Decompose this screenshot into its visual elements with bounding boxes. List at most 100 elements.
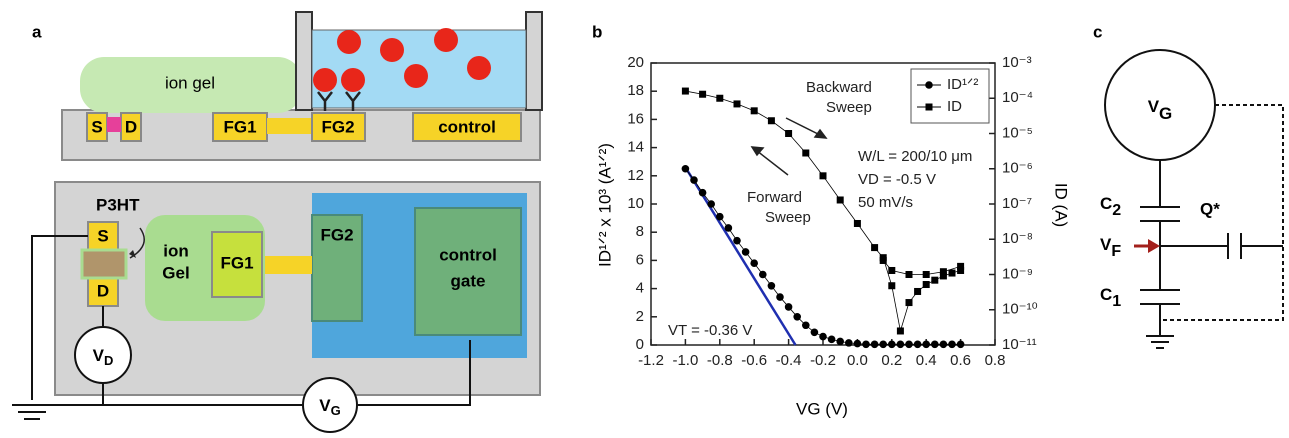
gel-label: ion [163, 241, 189, 260]
annotation: Sweep [826, 99, 872, 116]
y-tick-label: 4 [636, 280, 644, 297]
data-point [871, 244, 879, 252]
data-point [896, 340, 905, 349]
chart: VG (V) ID¹ᐟ² x 10³ (A¹ᐟ²) ID (A) Backwar… [595, 54, 1070, 419]
gel-label: Gel [162, 263, 189, 282]
y-tick-label: 14 [627, 139, 644, 156]
fg2 [311, 214, 363, 322]
x-tick-label: 0.4 [916, 352, 937, 369]
y-axis-label: ID¹ᐟ² x 10³ (A¹ᐟ²) [595, 143, 614, 267]
data-point [853, 339, 862, 348]
wiring [1140, 104, 1284, 349]
series-line [685, 90, 961, 332]
channel [107, 117, 121, 132]
data-point [750, 259, 758, 268]
y2-axis-label: ID (A) [1052, 183, 1071, 227]
pointer-head [129, 250, 136, 258]
y2-tick-label: 10⁻¹¹ [1002, 336, 1037, 353]
y2-tick-label: 10⁻⁵ [1002, 124, 1033, 141]
data-point [957, 262, 965, 270]
x-tick-label: 0.2 [881, 352, 902, 369]
data-point [733, 236, 741, 245]
data-point [716, 94, 724, 102]
c1-label: C1 [1100, 285, 1121, 310]
data-point [836, 196, 844, 204]
annotation: Sweep [765, 209, 811, 226]
data-point [707, 200, 715, 208]
data-point [724, 224, 733, 232]
x-tick-label: -0.4 [776, 352, 802, 369]
y2-tick-label: 10⁻⁴ [1002, 89, 1033, 106]
circuit: VG C2 Q* VF C1 [1100, 49, 1284, 349]
data-point [784, 303, 793, 311]
data-point [819, 332, 827, 341]
control [412, 112, 522, 142]
y2-tick-label: 10⁻³ [1002, 54, 1032, 71]
vg-label: VG [319, 396, 340, 418]
data-point [776, 293, 784, 301]
data-point [699, 90, 707, 98]
data-point [922, 271, 930, 278]
data-point [922, 281, 930, 289]
data-point [785, 130, 793, 137]
y2-tick-label: 10⁻⁸ [1002, 230, 1033, 247]
data-point [836, 337, 844, 346]
annotation: W/L = 200/10 μm [858, 148, 972, 165]
data-point [939, 340, 948, 349]
data-point [810, 328, 819, 337]
data-point [914, 287, 922, 295]
x-tick-label: -0.8 [707, 352, 733, 369]
data-point [957, 266, 965, 274]
data-point [767, 281, 776, 290]
gel-label: ion gel [165, 73, 215, 92]
data-point [750, 107, 758, 115]
x-axis-label: VG (V) [796, 399, 848, 418]
cross-section: ion gel S D FG1 FG2 control [61, 11, 543, 161]
y2-tick-label: 10⁻⁶ [1002, 160, 1033, 177]
ion-gel [80, 57, 302, 113]
data-point [956, 340, 965, 349]
legend-label: ID¹ᐟ² [947, 76, 978, 93]
control-gate [414, 207, 522, 336]
fit-line [684, 166, 797, 346]
connector [262, 256, 312, 274]
fg1-label: FG1 [223, 117, 256, 136]
x-tick-label: -1.2 [638, 352, 664, 369]
c2-label: C2 [1100, 194, 1121, 219]
data-point [888, 340, 896, 349]
data-point [905, 299, 913, 307]
wall [295, 11, 313, 111]
fg1-label: FG1 [220, 253, 253, 272]
data-point [948, 269, 956, 277]
fg1 [211, 231, 263, 298]
data-point [802, 321, 810, 330]
x-tick-label: 0.0 [847, 352, 868, 369]
receptors [317, 91, 361, 111]
legend-marker [925, 81, 933, 89]
fg2-label: FG2 [320, 225, 353, 244]
annotation: Forward [747, 189, 802, 206]
y-tick-label: 6 [636, 251, 644, 268]
data-point [905, 271, 913, 278]
control-label: control [438, 117, 496, 136]
y-tick-label: 0 [636, 336, 644, 353]
y-tick-label: 18 [627, 82, 644, 99]
q-label: Q* [1200, 199, 1220, 218]
data-point [716, 212, 724, 221]
data-point [939, 268, 947, 276]
p3ht [80, 248, 128, 280]
vd-source [74, 326, 132, 384]
y-tick-label: 2 [636, 308, 644, 325]
data-point [733, 100, 741, 108]
arrows [750, 117, 828, 176]
vd-label: VD [93, 346, 114, 368]
connector [267, 118, 312, 134]
data-point [931, 340, 939, 349]
annotation: 50 mV/s [858, 194, 913, 211]
data-point [888, 266, 896, 274]
wall [525, 11, 543, 111]
y-tick-label: 20 [627, 54, 644, 71]
data-point [931, 276, 939, 284]
data-point [802, 149, 810, 157]
drain [87, 277, 119, 307]
